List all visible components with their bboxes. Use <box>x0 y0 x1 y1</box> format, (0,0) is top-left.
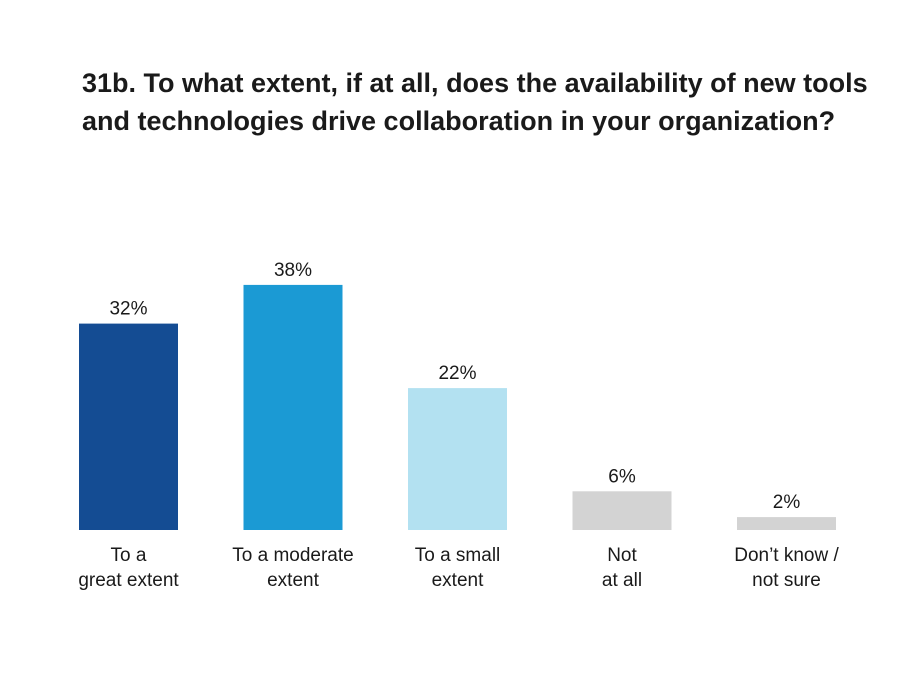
category-label-3-line-0: Not <box>607 545 637 566</box>
category-label-2-line-0: To a small <box>415 545 501 566</box>
bar-1 <box>243 284 343 530</box>
bar-4 <box>737 517 836 530</box>
category-label-2-line-1: extent <box>432 570 484 591</box>
bar-value-label-2: 22% <box>438 363 476 384</box>
category-label-4-line-0: Don’t know / <box>734 545 839 566</box>
bar-value-label-1: 38% <box>274 260 312 281</box>
bar-2 <box>408 388 507 530</box>
category-label-0-line-1: great extent <box>78 570 179 591</box>
category-label-0-line-0: To a <box>111 545 147 566</box>
category-label-4-line-1: not sure <box>752 570 821 591</box>
category-label-1-line-0: To a moderate <box>232 545 353 566</box>
bar-value-label-3: 6% <box>608 466 636 487</box>
bar-3 <box>572 491 672 530</box>
bar-0 <box>79 323 178 530</box>
category-label-1-line-1: extent <box>267 570 319 591</box>
category-label-3-line-1: at all <box>602 570 642 591</box>
bar-value-label-4: 2% <box>773 492 801 513</box>
chart-title: 31b. To what extent, if at all, does the… <box>82 68 868 136</box>
bar-value-label-0: 32% <box>109 299 147 320</box>
